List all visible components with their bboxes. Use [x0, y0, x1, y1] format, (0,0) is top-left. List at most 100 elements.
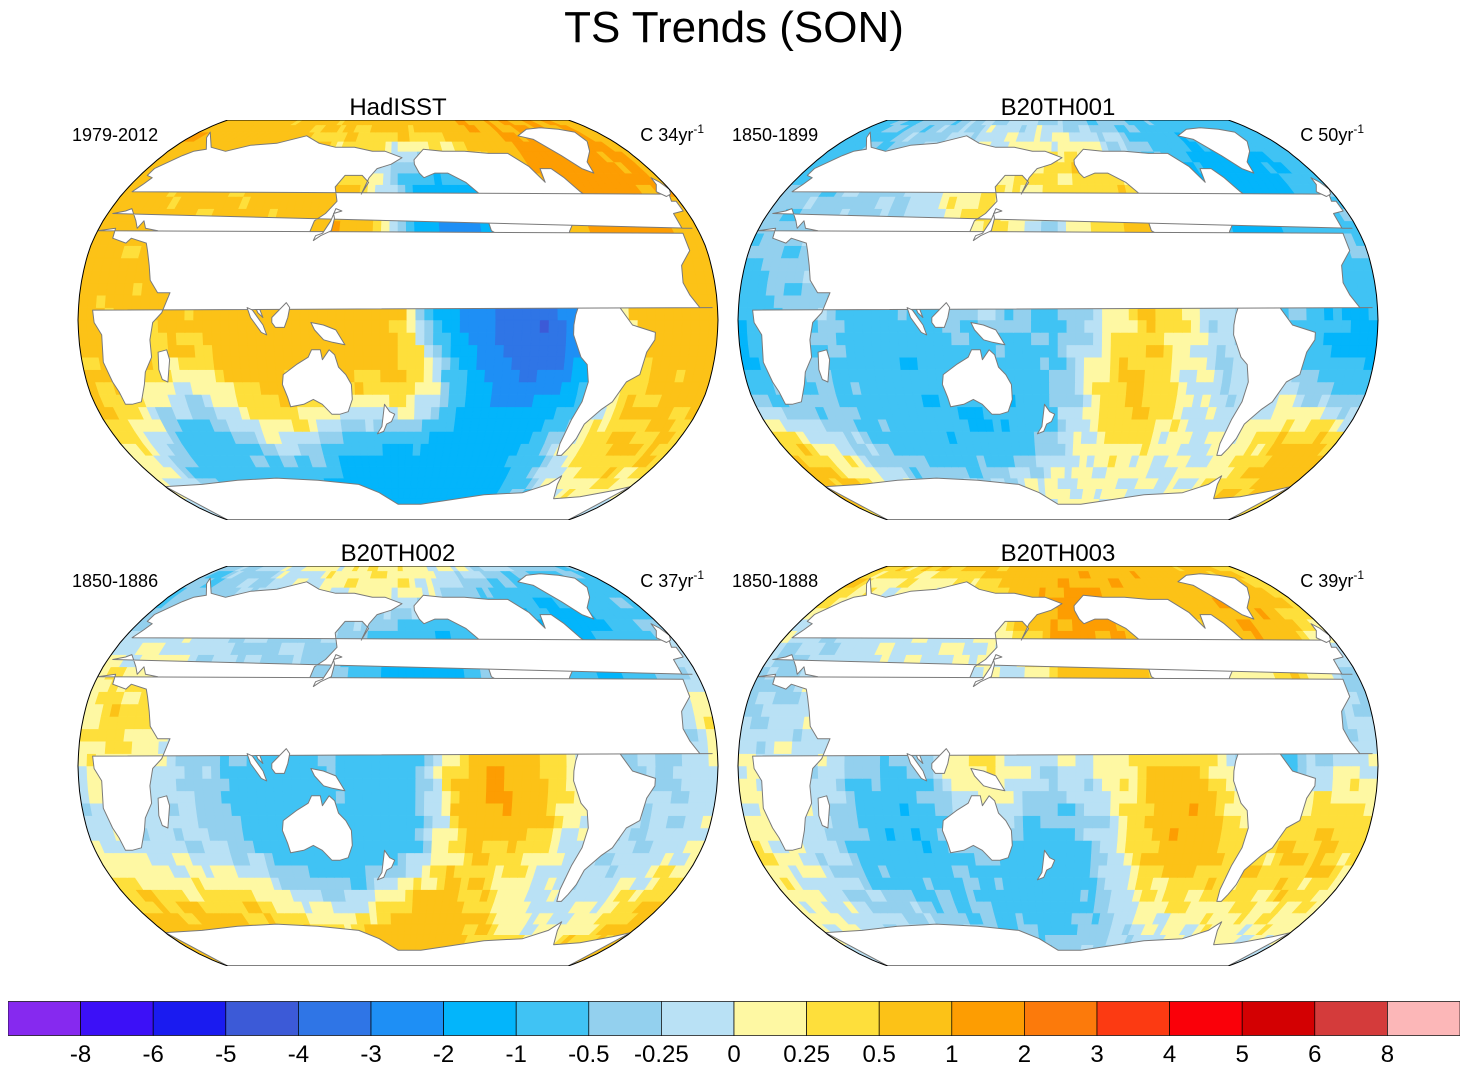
trend-cell	[1016, 418, 1027, 432]
trend-cell	[467, 356, 478, 370]
trend-cell	[1118, 356, 1129, 370]
trend-cell	[1035, 172, 1045, 185]
trend-cell	[1128, 307, 1139, 321]
trend-cell	[476, 344, 487, 358]
trend-cell	[113, 294, 125, 308]
trend-cell	[131, 294, 142, 308]
trend-cell	[433, 332, 443, 346]
trend-cell	[1040, 356, 1050, 370]
trend-cell	[1017, 431, 1028, 444]
trend-cell	[1057, 406, 1067, 420]
trend-cell	[1188, 356, 1200, 370]
trend-cell	[166, 332, 178, 346]
trend-cell	[801, 282, 812, 296]
trend-cell	[1080, 431, 1091, 444]
trend-cell	[405, 443, 414, 456]
trend-cell	[926, 369, 938, 383]
trend-cell	[1064, 466, 1073, 479]
trend-cell	[211, 319, 221, 333]
trend-cell	[681, 319, 692, 333]
trend-cell	[421, 418, 432, 432]
trend-cell	[364, 406, 374, 420]
trend-cell	[1075, 307, 1085, 321]
trend-cell	[897, 319, 908, 333]
trend-cell	[655, 307, 665, 321]
trend-cell	[738, 319, 748, 333]
trend-cell	[212, 356, 224, 370]
trend-cell	[637, 307, 648, 321]
trend-cell	[995, 319, 1006, 333]
trend-cell	[239, 356, 250, 370]
trend-cell	[1164, 307, 1174, 321]
trend-cell	[495, 332, 505, 346]
trend-cell	[1073, 418, 1083, 432]
trend-cell	[899, 356, 910, 370]
trend-cell	[1022, 369, 1033, 383]
trend-cell	[1057, 488, 1065, 500]
trend-cell	[1093, 319, 1103, 333]
trend-cell	[1216, 332, 1227, 346]
trend-cell	[1008, 418, 1019, 432]
trend-cell	[1144, 369, 1155, 383]
trend-cell	[521, 319, 532, 333]
trend-cell	[519, 356, 531, 370]
trend-cell	[433, 307, 443, 321]
trend-cell	[403, 140, 412, 152]
trend-cell	[1106, 406, 1117, 420]
trend-cell	[917, 369, 929, 383]
trend-cell	[1038, 140, 1047, 152]
trend-cell	[880, 332, 891, 346]
trend-cell	[397, 477, 406, 489]
trend-cell	[1022, 344, 1032, 358]
trend-cell	[554, 356, 566, 370]
trend-cell	[1064, 151, 1072, 163]
trend-cell	[371, 332, 381, 346]
units-prefix: C	[640, 125, 654, 145]
trend-cell	[397, 455, 406, 468]
trend-cell	[388, 307, 399, 321]
trend-cell	[1359, 307, 1370, 321]
trend-cell	[502, 356, 513, 370]
trend-cell	[1023, 394, 1034, 408]
trend-cell	[363, 381, 373, 395]
trend-cell	[158, 332, 169, 346]
trend-cell	[386, 124, 394, 133]
trend-cell	[1048, 332, 1059, 346]
trend-cell	[229, 332, 240, 346]
trend-cell	[273, 344, 284, 358]
trend-cell	[557, 307, 568, 321]
trend-cell	[1312, 344, 1324, 358]
trend-cell	[1004, 332, 1015, 346]
trend-cell	[424, 319, 434, 333]
trend-cell	[1013, 356, 1024, 370]
trend-cell	[537, 356, 548, 370]
trend-cell	[1075, 319, 1085, 333]
trend-cell	[430, 220, 441, 234]
trend-cell	[879, 319, 890, 333]
trend-cell	[536, 369, 547, 383]
trend-cell	[1031, 369, 1042, 383]
trend-cell	[422, 220, 432, 234]
trend-cell	[78, 294, 89, 308]
trend-cell	[247, 344, 258, 358]
trend-cell	[646, 307, 657, 321]
trend-cell	[415, 356, 425, 370]
trend-cell	[1057, 369, 1068, 383]
trend-cell	[1189, 344, 1200, 358]
trend-cell	[655, 319, 665, 333]
robinson-map	[737, 120, 1379, 520]
trend-cell	[1358, 332, 1369, 346]
trend-cell	[1315, 319, 1325, 333]
trend-cell	[442, 307, 452, 321]
trend-cell	[663, 307, 674, 321]
trend-cell	[1035, 455, 1045, 468]
trend-cell	[1154, 344, 1165, 358]
trend-cell	[477, 332, 488, 346]
trend-cell	[1071, 172, 1081, 185]
trend-cell	[266, 369, 278, 383]
trend-cell	[1109, 369, 1120, 383]
map-panel-hadisst: HadISST 1979-2012 C 34yr-1	[68, 94, 728, 534]
trend-cell	[204, 356, 215, 370]
trend-cell	[1032, 220, 1042, 234]
trend-cell	[909, 369, 920, 383]
